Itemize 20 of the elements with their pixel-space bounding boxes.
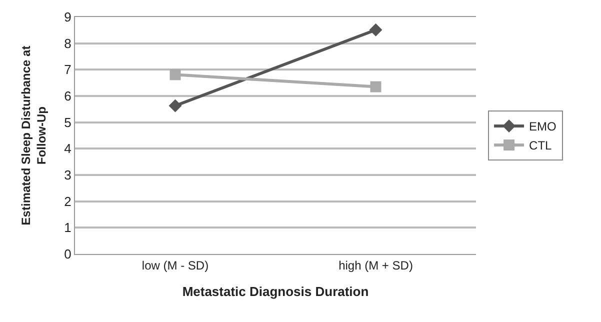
y-tick-label: 9 [64,10,72,25]
y-tick-label: 7 [64,62,72,78]
y-tick-label: 0 [64,246,72,262]
x-tick-label: low (M - SD) [142,258,209,272]
legend-label: CTL [529,138,552,153]
y-tick-label: 3 [64,168,72,183]
y-tick-label: 4 [64,141,72,156]
y-tick-label: 6 [64,88,72,104]
y-tick-label: 1 [64,220,72,236]
x-tick-label: high (M + SD) [338,258,413,272]
point [170,69,181,80]
y-tick-label: 2 [64,194,72,209]
point [369,23,382,36]
y-tick-label: 8 [64,36,72,51]
point [168,99,182,112]
x-axis-title: Metastatic Diagnosis Duration [182,284,369,299]
y-axis-title: Estimated Sleep Disturbance at Follow-Up [18,46,48,226]
point [370,81,382,92]
y-tick-label: 5 [64,114,72,130]
legend-label: EMO [529,120,556,134]
